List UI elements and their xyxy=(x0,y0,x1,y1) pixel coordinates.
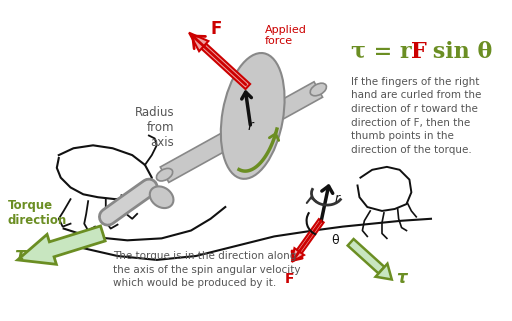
Text: F: F xyxy=(211,20,222,38)
Text: Applied
force: Applied force xyxy=(265,25,306,47)
Ellipse shape xyxy=(150,187,174,208)
Polygon shape xyxy=(297,219,324,253)
Text: τ: τ xyxy=(396,269,407,287)
Ellipse shape xyxy=(310,83,327,96)
Text: If the fingers of the right
hand are curled from the
direction of r toward the
d: If the fingers of the right hand are cur… xyxy=(351,77,481,155)
Ellipse shape xyxy=(221,53,285,179)
Text: τ: τ xyxy=(14,246,25,264)
Text: r: r xyxy=(248,119,253,133)
Text: sin θ: sin θ xyxy=(425,40,493,63)
Polygon shape xyxy=(292,248,304,262)
Text: τ = r: τ = r xyxy=(351,40,411,63)
Polygon shape xyxy=(160,82,323,182)
Text: F: F xyxy=(411,40,427,63)
Polygon shape xyxy=(201,44,250,89)
Polygon shape xyxy=(17,226,105,264)
Text: The torque is in the direction along
the axis of the spin angular velocity
which: The torque is in the direction along the… xyxy=(113,251,300,288)
Text: Radius
from
axis: Radius from axis xyxy=(135,106,175,149)
Polygon shape xyxy=(376,264,392,280)
Ellipse shape xyxy=(157,169,173,181)
Text: r: r xyxy=(335,192,340,205)
Text: F: F xyxy=(285,272,295,286)
Text: Torque
direction: Torque direction xyxy=(8,199,67,227)
Text: θ: θ xyxy=(331,234,338,247)
Polygon shape xyxy=(348,239,385,273)
Polygon shape xyxy=(189,33,208,51)
